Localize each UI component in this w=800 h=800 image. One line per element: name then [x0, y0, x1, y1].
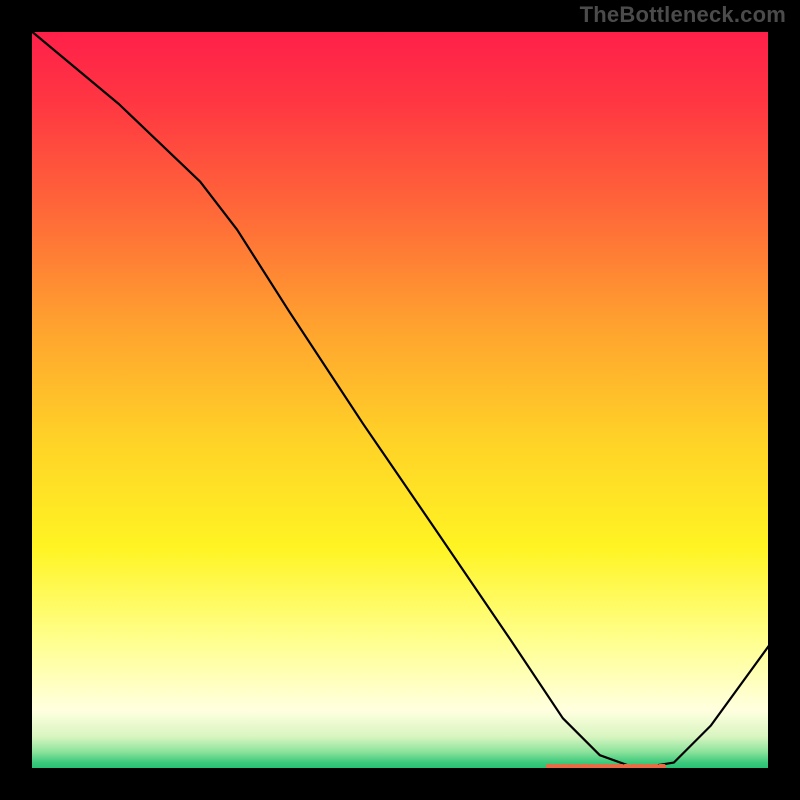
watermark-text: TheBottleneck.com — [580, 2, 786, 28]
chart-background — [30, 30, 770, 770]
bottleneck-chart — [0, 0, 800, 800]
